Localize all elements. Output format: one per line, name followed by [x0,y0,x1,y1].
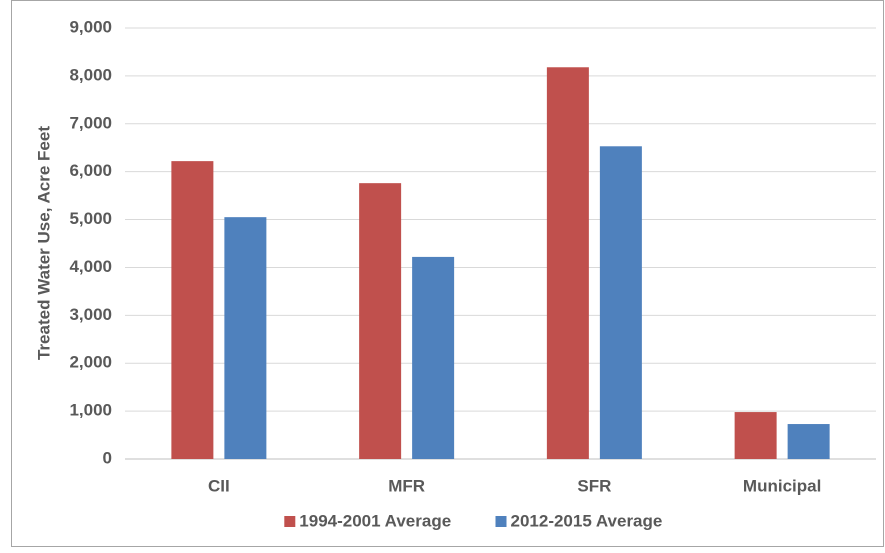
bar [171,161,214,459]
y-tick-label: 8,000 [69,65,112,84]
y-tick-label: 4,000 [69,257,112,276]
bar [412,256,455,459]
y-tick-label: 7,000 [69,113,112,132]
legend-swatch [495,516,507,527]
y-axis-label: Treated Water Use, Acre Feet [34,126,53,360]
legend-swatch [284,516,296,527]
x-tick-label: MFR [388,476,425,495]
y-tick-label: 0 [103,448,112,467]
bar [787,424,830,459]
y-tick-label: 2,000 [69,353,112,372]
y-tick-label: 1,000 [69,401,112,420]
legend-label: 2012-2015 Average [511,511,663,530]
y-tick-label: 9,000 [69,17,112,36]
bar [546,67,589,459]
bar [359,183,402,459]
x-tick-label: CII [208,476,230,495]
x-tick-label: SFR [577,476,611,495]
bar [734,412,777,459]
y-tick-label: 5,000 [69,209,112,228]
y-tick-label: 3,000 [69,305,112,324]
bar [224,217,267,459]
legend-label: 1994-2001 Average [299,511,451,530]
bar [599,146,642,459]
y-tick-label: 6,000 [69,161,112,180]
x-tick-label: Municipal [743,476,821,495]
